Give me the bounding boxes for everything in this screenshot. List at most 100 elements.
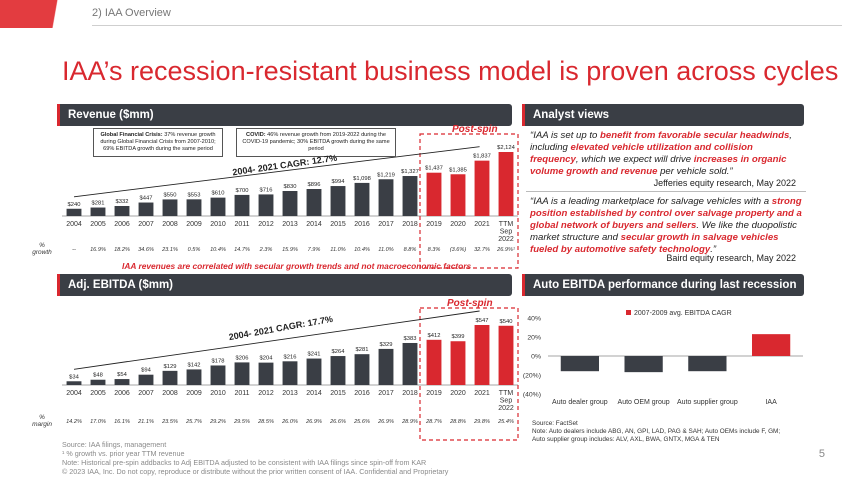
ebitda-tick-label: 2019 [426,390,442,397]
auto-category-label: Auto dealer group [552,399,608,406]
auto-y-tick: 20% [527,335,541,342]
ebitda-post-spin-box [419,307,519,441]
revenue-bar [114,205,130,216]
auto-y-tick: (40%) [523,392,541,399]
revenue-tick-label: 2006 [114,221,130,228]
revenue-value-label: $700 [236,188,249,194]
ebitda-value-label: $412 [428,333,441,339]
ebitda-panel-header: Adj. EBITDA ($mm) [57,274,512,296]
auto-legend-label: 2007-2009 avg. EBITDA CAGR [634,310,732,317]
margin-row-label: % margin [32,414,52,428]
ebitda-row-value: 29.8% [473,419,490,425]
ebitda-value-label: $48 [93,373,103,379]
revenue-bar [186,199,202,216]
revenue-row-value: 0.5% [188,247,201,253]
ebitda-tick-label: 2009 [186,390,202,397]
revenue-tick-label: 2021 [474,221,490,228]
revenue-tick-label: 2011 [234,221,249,228]
revenue-tick-label: 2004 [66,221,82,228]
ebitda-bar [354,354,370,385]
ebitda-row-value: 25.7% [185,419,202,425]
revenue-value-label: $1,098 [353,176,371,182]
revenue-row-value: 7.9% [308,247,321,253]
ebitda-value-label: $241 [308,352,321,358]
auto-bar [752,334,791,356]
revenue-row-value: 23.1% [161,247,178,253]
revenue-value-label: $553 [188,192,201,198]
revenue-row-value: 15.9% [282,247,298,253]
baird-attribution: Baird equity research, May 2022 [666,253,796,263]
quote-divider [526,191,806,192]
footer-notes: Source: IAA filings, management ¹ % growt… [62,440,449,476]
ebitda-row-value: 26.0% [281,419,298,425]
ebitda-row-value: 17.0% [90,419,106,425]
revenue-row-value: 32.7% [474,247,490,253]
ebitda-cagr-line [73,310,480,370]
revenue-tick-label: 2008 [162,221,178,228]
revenue-bar [234,194,250,216]
ebitda-value-label: $540 [500,319,513,325]
ebitda-value-label: $264 [332,349,346,355]
revenue-row-value: 11.0% [330,247,345,253]
revenue-value-label: $240 [68,202,81,208]
ebitda-bar [90,379,106,385]
revenue-value-label: $1,327 [401,169,419,175]
ebitda-row-value: 23.5% [161,419,178,425]
ebitda-post-spin-label: Post-spin [447,298,493,309]
ebitda-bar [426,339,442,385]
ebitda-value-label: $329 [380,342,393,348]
auto-panel-header: Auto EBITDA performance during last rece… [522,274,804,296]
revenue-value-label: $994 [332,179,346,185]
ebitda-tick-label: 2006 [114,390,130,397]
revenue-row-value: -- [72,247,76,253]
ebitda-value-label: $204 [260,356,274,362]
ebitda-bar [450,341,466,385]
auto-bar [688,356,727,372]
ebitda-tick-label: 2010 [210,390,226,397]
ebitda-bar [138,374,154,385]
revenue-value-label: $1,385 [449,167,467,173]
ebitda-value-label: $54 [117,372,127,378]
ebitda-bar [66,381,82,385]
analyst-panel-header: Analyst views [522,104,804,126]
ebitda-row-value: 28.5% [257,419,274,425]
revenue-cagr-line [73,146,480,198]
revenue-tick-label: 2014 [306,221,322,228]
revenue-value-label: $1,837 [473,154,491,160]
revenue-value-label: $2,124 [497,145,516,151]
ebitda-bar [306,358,322,385]
revenue-row-value: 34.6% [138,247,154,253]
covid-callout: COVID: 46% revenue growth from 2019-2022… [236,128,396,157]
ebitda-row-value: 26.9% [377,419,394,425]
revenue-note: IAA revenues are correlated with secular… [122,261,472,271]
ebitda-value-label: $547 [476,318,489,324]
gfc-callout: Global Financial Crisis: 37% revenue gro… [93,128,223,157]
ebitda-tick-label: 2021 [474,390,490,397]
auto-legend-swatch [626,310,631,315]
revenue-post-spin-label: Post-spin [452,124,498,135]
revenue-tick-label: 2013 [282,221,298,228]
auto-category-label: Auto OEM group [618,399,670,406]
revenue-tick-label: 2015 [330,221,346,228]
ebitda-tick-label: 2004 [66,390,82,397]
revenue-row-value: 18.2% [114,247,130,253]
ebitda-value-label: $399 [452,334,465,340]
revenue-value-label: $610 [212,191,225,197]
revenue-bar [474,160,490,216]
ebitda-value-label: $94 [141,368,151,374]
ebitda-tick-label: TTM [499,390,514,397]
ebitda-value-label: $383 [404,336,417,342]
ebitda-bar [498,325,514,385]
ebitda-row-value: 29.2% [209,419,226,425]
auto-y-tick: 40% [527,316,541,323]
revenue-row-value: 14.7% [234,247,250,253]
revenue-row-value: 11.0% [378,247,393,253]
brand-corner-accent [0,0,90,28]
ebitda-value-label: $34 [69,374,79,380]
ebitda-tick-label: 2008 [162,390,178,397]
revenue-bar [450,174,466,216]
ebitda-bar [378,348,394,385]
revenue-row-value: 10.4% [210,247,226,253]
ebitda-tick-label: 2011 [234,390,249,397]
